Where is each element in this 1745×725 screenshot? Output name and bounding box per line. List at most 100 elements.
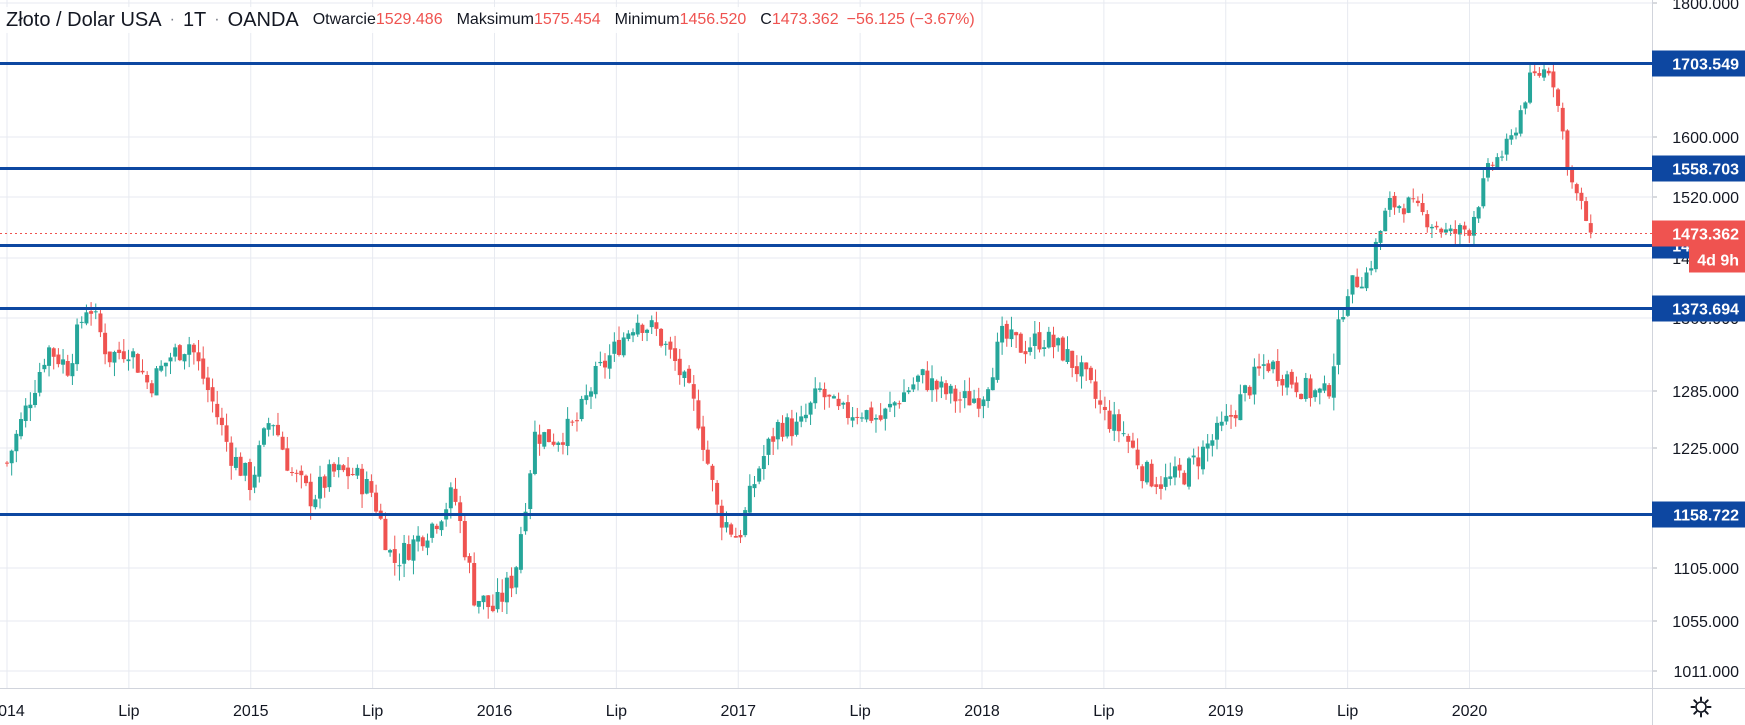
candle-body xyxy=(383,518,388,551)
candle-body xyxy=(327,464,332,488)
candle-body xyxy=(37,372,42,393)
candle-body xyxy=(1327,385,1332,397)
candle-body xyxy=(23,405,28,421)
candle-body xyxy=(495,591,500,610)
candle-body xyxy=(1037,332,1042,350)
candle-body xyxy=(1364,272,1369,289)
candle-body xyxy=(1429,226,1434,229)
candle-body xyxy=(981,399,986,407)
horizontal-levels[interactable] xyxy=(0,62,1652,516)
candle-body xyxy=(729,524,734,535)
candle-body xyxy=(14,433,19,452)
gear-icon[interactable] xyxy=(1690,696,1712,718)
candle-body xyxy=(458,502,463,522)
candle-body xyxy=(1205,443,1210,449)
y-tick-label: 1225.000 xyxy=(1672,441,1739,458)
candle-body xyxy=(1457,225,1462,235)
candle-body xyxy=(388,550,393,553)
candle-body xyxy=(229,442,234,466)
candle-body xyxy=(920,369,925,376)
y-tick-label: 1600.000 xyxy=(1672,130,1739,147)
candle-body xyxy=(84,312,89,324)
candle-body xyxy=(1219,421,1224,426)
candle-body xyxy=(1088,367,1093,381)
candle-body xyxy=(135,354,140,373)
candle-body xyxy=(822,388,827,398)
candle-body xyxy=(878,415,883,420)
candle-body xyxy=(131,351,136,358)
candle-body xyxy=(98,313,103,333)
candle-body xyxy=(789,418,794,437)
candle-body xyxy=(1584,201,1589,221)
y-tick-label: 1800.000 xyxy=(1672,0,1739,13)
candle-body xyxy=(1084,362,1089,370)
candle-body xyxy=(1313,390,1318,398)
data-source: OANDA xyxy=(227,8,299,31)
candle-body xyxy=(1051,334,1056,348)
candle-body xyxy=(1546,70,1551,74)
x-tick-label: Lip xyxy=(1337,703,1358,720)
symbol-name[interactable]: Złoto / Dolar USA xyxy=(6,8,162,31)
candle-body xyxy=(28,404,33,409)
candle-body xyxy=(233,456,238,468)
candle-body xyxy=(1294,382,1299,393)
candle-body xyxy=(5,462,9,464)
candle-body xyxy=(1504,138,1509,155)
candle-body xyxy=(654,322,659,329)
candle-body xyxy=(1490,164,1495,166)
candle-body xyxy=(967,391,972,406)
candle-body xyxy=(859,417,864,419)
candle-body xyxy=(1383,210,1388,232)
candle-body xyxy=(1500,156,1504,158)
candle-body xyxy=(570,421,575,423)
candle-body xyxy=(224,425,229,442)
candle-body xyxy=(850,417,855,421)
candle-body xyxy=(1565,130,1570,170)
level-label: 1558.703 xyxy=(1672,162,1739,179)
candle-body xyxy=(1341,317,1346,320)
candle-body xyxy=(285,448,290,471)
candle-body xyxy=(1509,135,1514,140)
candle-body xyxy=(1462,225,1467,230)
candle-body xyxy=(117,349,122,353)
candle-body xyxy=(140,370,145,373)
candle-body xyxy=(271,425,276,427)
candle-body xyxy=(1182,472,1187,485)
candle-body xyxy=(1387,197,1392,210)
x-tick-label: Lip xyxy=(362,703,383,720)
candle-body xyxy=(803,414,808,419)
candle-body xyxy=(1331,366,1336,398)
candle-body xyxy=(196,352,201,362)
candle-body xyxy=(752,484,757,489)
candle-body xyxy=(1434,225,1439,228)
candle-body xyxy=(1018,333,1023,353)
candle-body xyxy=(724,522,729,528)
candle-body xyxy=(1168,476,1173,479)
candle-body xyxy=(836,398,841,407)
candle-body xyxy=(79,321,84,323)
candle-body xyxy=(780,422,785,437)
candle-body xyxy=(182,354,187,362)
candle-body xyxy=(897,403,902,405)
candle-body xyxy=(883,408,888,419)
grid xyxy=(0,0,1652,688)
candle-body xyxy=(1350,275,1355,295)
candle-body xyxy=(70,363,75,377)
candle-body xyxy=(523,511,528,532)
candle-body xyxy=(944,383,949,395)
candle-body xyxy=(402,542,407,564)
candle-body xyxy=(462,521,467,558)
candle-body xyxy=(1140,466,1145,482)
candle-body xyxy=(332,463,337,472)
candle-body xyxy=(869,407,874,421)
candle-body xyxy=(626,333,631,339)
candle-body xyxy=(1070,350,1075,368)
candle-body xyxy=(864,410,869,420)
interval[interactable]: 1T xyxy=(182,8,207,31)
candle-body xyxy=(1532,71,1537,74)
candle-body xyxy=(1261,364,1266,366)
candle-body xyxy=(1065,349,1070,362)
candle-body xyxy=(635,322,640,335)
close-label: C xyxy=(760,11,772,28)
